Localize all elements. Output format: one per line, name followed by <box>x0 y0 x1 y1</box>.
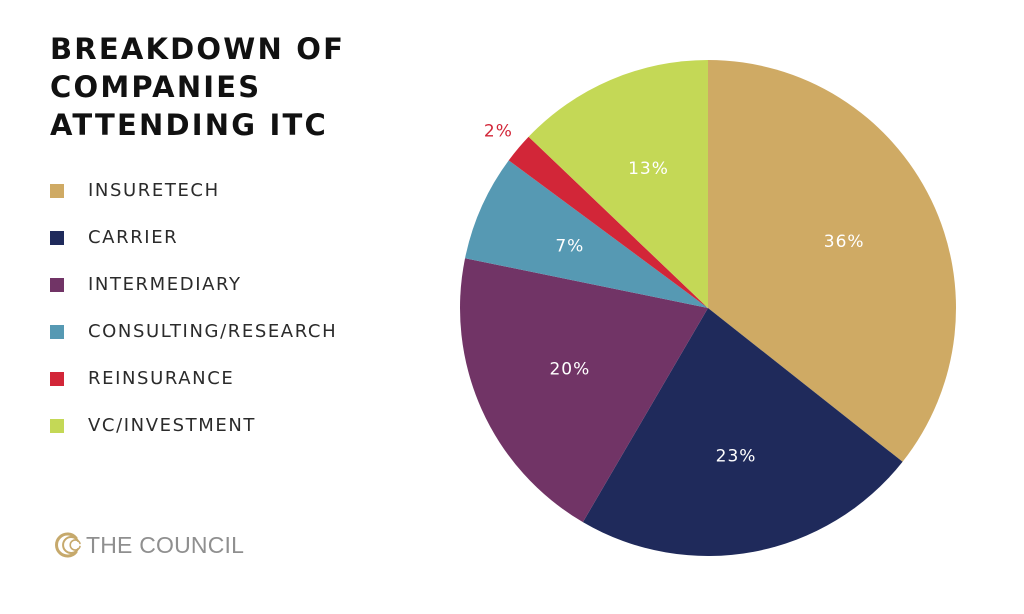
legend-label: CONSULTING/RESEARCH <box>88 321 338 342</box>
council-logo: THE COUNCIL <box>50 528 244 562</box>
pie-slice <box>528 60 708 308</box>
legend-item: VC/INVESTMENT <box>50 402 337 449</box>
slice-value-label: 2% <box>484 122 513 142</box>
legend-label: REINSURANCE <box>88 368 235 389</box>
chart-legend: INSURETECH CARRIER INTERMEDIARY CONSULTING/… <box>50 167 337 449</box>
legend-swatch <box>50 324 64 339</box>
legend-swatch <box>50 371 64 386</box>
legend-item: CONSULTING/RESEARCH <box>50 308 337 355</box>
legend-item: CARRIER <box>50 214 337 261</box>
legend-swatch <box>50 230 64 245</box>
legend-swatch <box>50 418 64 433</box>
slice-value-label: 13% <box>628 159 669 179</box>
pie-slice <box>708 60 956 462</box>
pie-slice <box>465 160 708 308</box>
legend-label: INSURETECH <box>88 180 220 201</box>
legend-swatch <box>50 183 64 198</box>
legend-label: INTERMEDIARY <box>88 274 242 295</box>
slice-value-label: 7% <box>555 236 584 256</box>
pie-slice <box>508 136 708 308</box>
legend-swatch <box>50 277 64 292</box>
legend-item: INTERMEDIARY <box>50 261 337 308</box>
pie-slice <box>460 258 708 523</box>
legend-label: CARRIER <box>88 227 179 248</box>
pie-slice <box>582 308 903 556</box>
slice-value-label: 20% <box>549 360 590 380</box>
council-logo-icon <box>55 532 81 558</box>
legend-label: VC/INVESTMENT <box>88 415 256 436</box>
pie-chart: 36% 23% 20% 7% 2% 13% <box>460 60 956 556</box>
logo-text: THE COUNCIL <box>86 531 245 558</box>
chart-title: BREAKDOWN OF COMPANIES ATTENDING ITC <box>50 32 346 142</box>
legend-item: INSURETECH <box>50 167 337 214</box>
slice-value-label: 23% <box>716 447 757 467</box>
legend-item: REINSURANCE <box>50 355 337 402</box>
slice-value-label: 36% <box>824 232 865 252</box>
